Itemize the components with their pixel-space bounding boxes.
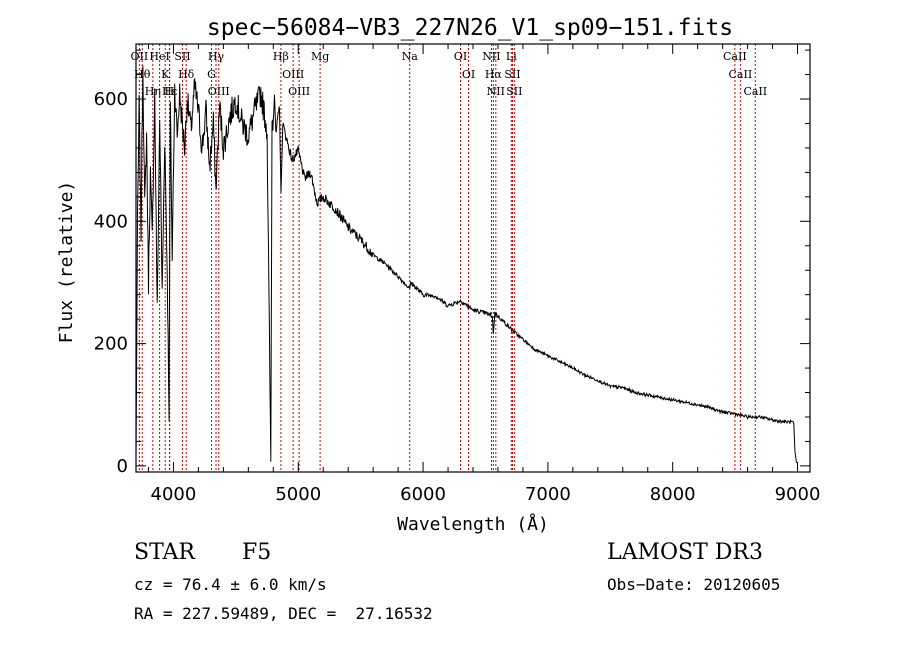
- line-label: SII: [504, 68, 520, 81]
- line-label: Na: [402, 50, 419, 63]
- line-label: SII: [506, 85, 522, 98]
- object-subclass: F5: [242, 540, 272, 565]
- line-label: Hβ: [273, 50, 289, 63]
- line-label: NII: [487, 85, 505, 98]
- line-label: Hγ: [208, 50, 225, 63]
- x-tick-label: 7000: [525, 484, 571, 505]
- sky-coordinates: RA = 227.59489, DEC = 27.16532: [134, 604, 433, 623]
- spectrum-series: [135, 65, 797, 463]
- line-label: SII: [174, 50, 190, 63]
- y-tick-label: 400: [94, 211, 128, 232]
- line-label: CaII: [729, 68, 753, 81]
- line-label: Hε: [162, 85, 178, 98]
- line-label: OIII: [282, 68, 304, 81]
- y-axis: 0 200 400 600: [94, 49, 810, 477]
- line-label: HeI: [149, 50, 169, 63]
- line-label: Mg: [311, 50, 329, 63]
- x-tick-label: 5000: [275, 484, 321, 505]
- line-label: G: [207, 68, 216, 81]
- x-tick-label: 8000: [650, 484, 696, 505]
- x-axis-label: Wavelength (Å): [397, 513, 549, 535]
- line-label: OIII: [288, 85, 310, 98]
- line-label: OIII: [208, 85, 230, 98]
- y-axis-label: Flux (relative): [56, 181, 77, 344]
- survey-name: LAMOST DR3: [607, 540, 763, 565]
- line-label: NII: [482, 50, 500, 63]
- emission-line-markers: [138, 44, 756, 472]
- line-label: CaII: [743, 85, 767, 98]
- line-label: Hδ: [178, 68, 195, 81]
- y-tick-label: 200: [94, 334, 128, 355]
- line-label: Hη: [145, 85, 161, 98]
- y-tick-label: 600: [94, 89, 128, 110]
- line-label: CaII: [723, 50, 747, 63]
- x-tick-label: 4000: [151, 484, 197, 505]
- redshift-velocity: cz = 76.4 ± 6.0 km/s: [134, 575, 327, 594]
- y-tick-label: 0: [117, 456, 128, 477]
- line-label: OI: [462, 68, 475, 81]
- line-label: H: [165, 85, 175, 98]
- line-label: K: [161, 68, 170, 81]
- line-label: OII: [131, 50, 149, 63]
- object-class: STAR: [134, 540, 195, 565]
- line-label: Li: [506, 50, 517, 63]
- spectrum-line: [135, 65, 797, 463]
- chart-title: spec−56084−VB3_227N26_V1_sp09−151.fits: [207, 15, 733, 41]
- line-label: Hα: [485, 68, 503, 81]
- line-label: OI: [454, 50, 467, 63]
- x-axis: 4000 5000 6000 7000 8000 9000: [147, 44, 821, 505]
- x-tick-label: 6000: [400, 484, 446, 505]
- x-tick-label: 9000: [775, 484, 821, 505]
- observation-date: Obs−Date: 20120605: [607, 575, 781, 594]
